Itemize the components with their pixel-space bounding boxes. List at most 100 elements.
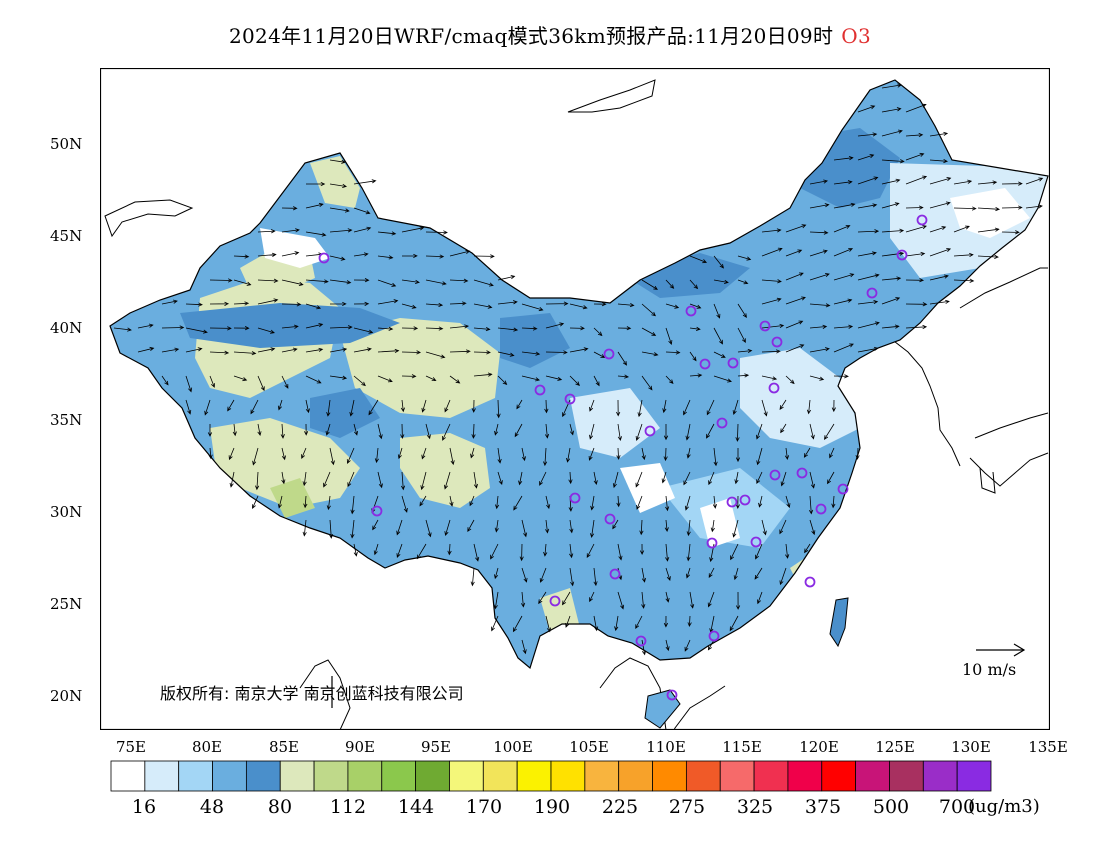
wind-arrow (569, 519, 574, 534)
wind-arrow (473, 471, 478, 489)
wind-arrow (353, 423, 358, 436)
wind-arrow (497, 300, 518, 305)
wind-arrow (281, 279, 304, 286)
wind-arrow (494, 423, 499, 436)
wind-arrow (593, 302, 607, 307)
wind-arrow (397, 447, 403, 460)
wind-arrow (257, 229, 276, 234)
wind-arrow (368, 399, 379, 416)
station-marker (769, 469, 781, 481)
wind-arrow (377, 255, 394, 260)
lon-label-95e: 95E (420, 738, 452, 756)
wind-arrow (689, 591, 695, 609)
lat-label-50n: 50N (50, 135, 83, 153)
station-marker (796, 467, 808, 479)
wind-arrow (785, 495, 791, 509)
wind-arrow (593, 351, 606, 358)
wind-arrow (662, 399, 667, 414)
wind-arrow (637, 399, 643, 418)
wind-arrow (881, 297, 901, 305)
wind-arrow (491, 615, 499, 632)
wind-arrow (229, 471, 235, 488)
wind-arrow (686, 447, 691, 459)
station-marker (759, 320, 771, 332)
wind-arrow (568, 471, 573, 485)
wind-arrow (684, 639, 691, 652)
wind-arrow (569, 567, 575, 587)
wind-arrow (401, 279, 420, 284)
wind-arrow (233, 279, 252, 286)
wind-arrow (545, 519, 550, 534)
wind-arrow (471, 423, 476, 439)
wind-arrow (706, 423, 715, 439)
station-marker (666, 689, 678, 701)
wind-arrow (346, 447, 355, 464)
wind-arrow (471, 399, 476, 413)
wind-arrow (521, 303, 544, 312)
wind-arrow (161, 347, 180, 353)
station-marker (371, 505, 383, 517)
wind-arrow (905, 251, 926, 257)
wind-arrow (641, 639, 647, 656)
wind-arrow (712, 495, 717, 509)
wind-arrow (209, 350, 230, 355)
wind-arrow (689, 351, 697, 362)
wind-arrow (281, 206, 298, 211)
wind-arrow (758, 495, 763, 508)
wind-arrow (857, 132, 878, 137)
wind-arrow (401, 350, 422, 355)
wind-arrow (586, 543, 595, 559)
wind-arrow (809, 230, 829, 235)
legend-swatch (719, 760, 755, 792)
wind-arrow (325, 423, 331, 436)
legend-label-190: 190 (533, 796, 571, 818)
wind-arrow (377, 348, 400, 354)
wind-arrow (161, 299, 178, 305)
wind-arrow (304, 423, 309, 436)
map-title: 2024年11月20日WRF/cmaq模式36km预报产品:11月20日09时 O… (0, 20, 1100, 49)
wind-arrow (353, 278, 370, 283)
wind-arrow (833, 374, 849, 379)
wind-arrow (665, 639, 670, 652)
wind-arrow (494, 567, 499, 580)
wind-arrow (514, 423, 523, 438)
lon-label-110e: 110E (646, 738, 686, 756)
wind-arrow (353, 301, 370, 306)
wind-arrow (232, 423, 237, 437)
wind-arrow (539, 567, 547, 583)
legend-swatch (245, 760, 281, 792)
legend-label-275: 275 (668, 796, 706, 818)
lat-label-25n: 25N (50, 595, 83, 613)
wind-arrow (737, 348, 753, 354)
wind-arrow (735, 495, 740, 510)
wind-arrow (566, 447, 571, 463)
wind-arrow (473, 279, 494, 287)
wind-arrow (685, 423, 691, 441)
wind-arrow (665, 303, 680, 309)
wind-arrow (545, 615, 551, 633)
wind-arrow (519, 543, 524, 562)
wind-arrow (545, 375, 563, 381)
wind-arrow (779, 399, 787, 410)
wind-arrow (809, 249, 828, 257)
legend-label-48: 48 (199, 796, 225, 818)
legend-swatch (855, 760, 890, 792)
station-marker (768, 382, 780, 394)
wind-reference-label: 10 m/s (962, 660, 1017, 679)
wind-arrow (713, 303, 721, 319)
wind-arrow (328, 519, 334, 539)
wind-arrow (377, 231, 397, 236)
wind-arrow (545, 301, 569, 306)
wind-arrow (833, 202, 856, 209)
wind-arrow (277, 399, 283, 411)
legend-swatch (821, 760, 857, 792)
legend-label-112: 112 (329, 796, 367, 818)
wind-arrow (641, 591, 646, 609)
wind-arrow (713, 447, 718, 467)
legend-label-500: 500 (872, 796, 910, 818)
wind-arrow (755, 543, 763, 560)
legend-swatch (652, 760, 687, 792)
wind-arrow (881, 107, 902, 113)
lon-label-100e: 100E (493, 738, 533, 756)
wind-arrow (306, 181, 326, 187)
